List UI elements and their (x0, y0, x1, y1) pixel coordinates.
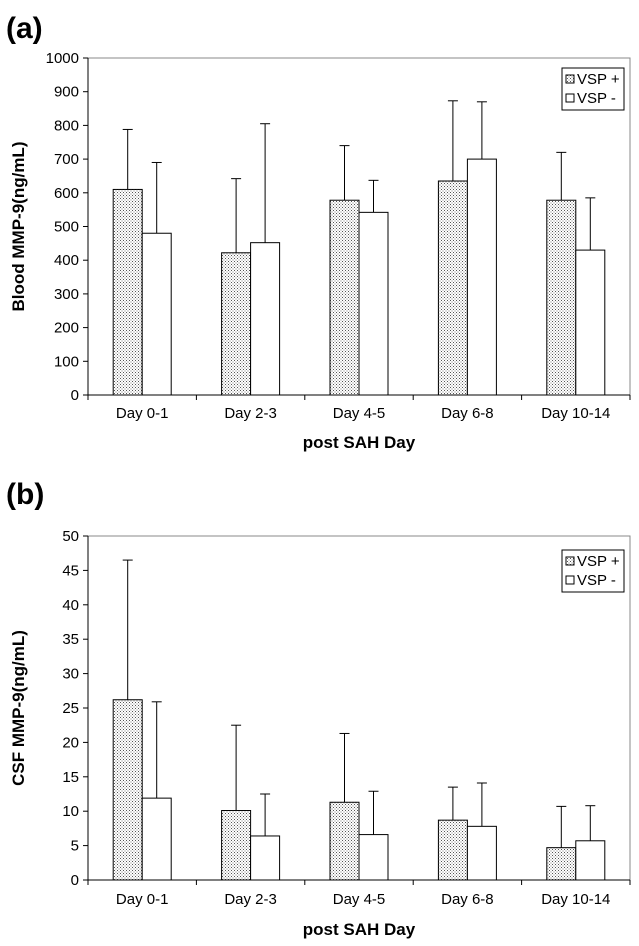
bar-vsp-minus-a (466, 158, 497, 396)
y-tick-label-b: 0 (71, 872, 79, 889)
bar-vsp-plus-b (221, 810, 252, 881)
bar-vsp-minus-b (358, 834, 389, 881)
legend-b: VSP + VSP - (561, 549, 625, 593)
bar-vsp-plus-a (112, 188, 143, 396)
bar-vsp-plus-a (437, 180, 468, 396)
x-tick-label-a: Day 6-8 (441, 405, 494, 422)
legend-label-vsp-minus-a: VSP - (577, 90, 616, 107)
bar-vsp-minus-b (575, 840, 606, 881)
x-tick-label-a: Day 4-5 (333, 405, 386, 422)
x-tick-label-a: Day 10-14 (541, 405, 610, 422)
legend-label-vsp-minus-b: VSP - (577, 572, 616, 589)
legend-label-vsp-plus-a: VSP + (577, 71, 620, 88)
y-tick-label-a: 1000 (46, 50, 79, 67)
x-axis-title-b: post SAH Day (303, 920, 416, 939)
y-tick-label-a: 500 (54, 219, 79, 236)
x-tick-label-a: Day 2-3 (224, 405, 277, 422)
y-tick-label-b: 40 (62, 597, 79, 614)
y-tick-label-a: 0 (71, 387, 79, 404)
y-axis-title-a: Blood MMP-9(ng/mL) (9, 142, 28, 312)
legend-swatch-vsp-minus-b (565, 575, 575, 585)
x-tick-label-a: Day 0-1 (116, 405, 169, 422)
y-tick-label-a: 700 (54, 151, 79, 168)
legend-swatch-vsp-minus-a (565, 93, 575, 103)
x-tick-label-b: Day 6-8 (441, 891, 494, 908)
x-tick-label-b: Day 2-3 (224, 891, 277, 908)
bar-vsp-plus-a (221, 252, 252, 396)
y-tick-label-a: 200 (54, 320, 79, 337)
y-tick-label-a: 800 (54, 117, 79, 134)
x-tick-label-b: Day 0-1 (116, 891, 169, 908)
y-tick-label-a: 400 (54, 252, 79, 269)
y-tick-label-b: 45 (62, 562, 79, 579)
bar-vsp-plus-a (329, 199, 360, 396)
bar-vsp-minus-b (250, 835, 281, 881)
x-tick-label-b: Day 10-14 (541, 891, 610, 908)
bar-vsp-plus-b (112, 699, 143, 881)
panel-label-b: (b) (6, 478, 44, 511)
y-tick-label-b: 30 (62, 666, 79, 683)
y-tick-label-b: 25 (62, 700, 79, 717)
legend-swatch-vsp-plus-a (565, 74, 575, 84)
y-tick-label-b: 10 (62, 803, 79, 820)
y-tick-label-b: 35 (62, 631, 79, 648)
y-tick-label-a: 900 (54, 84, 79, 101)
y-axis-title-b: CSF MMP-9(ng/mL) (9, 630, 28, 786)
legend-swatch-vsp-plus-b (565, 556, 575, 566)
bar-vsp-plus-b (546, 847, 577, 881)
bar-vsp-plus-b (329, 801, 360, 881)
legend-a: VSP + VSP - (561, 67, 625, 111)
y-tick-label-a: 600 (54, 185, 79, 202)
bar-vsp-minus-b (466, 825, 497, 881)
bar-vsp-minus-a (575, 249, 606, 396)
y-tick-label-b: 20 (62, 734, 79, 751)
bar-vsp-plus-a (546, 199, 577, 396)
y-tick-label-a: 300 (54, 286, 79, 303)
x-tick-label-b: Day 4-5 (333, 891, 386, 908)
bar-vsp-minus-b (141, 797, 172, 881)
y-tick-label-b: 15 (62, 769, 79, 786)
bar-vsp-minus-a (250, 242, 281, 396)
legend-label-vsp-plus-b: VSP + (577, 553, 620, 570)
y-tick-label-b: 5 (71, 838, 79, 855)
bar-vsp-minus-a (358, 211, 389, 396)
y-tick-label-a: 100 (54, 353, 79, 370)
bar-vsp-plus-b (437, 819, 468, 881)
chart-a: (a) Blood MMP-9(ng/mL) post SAH Day VSP … (6, 12, 631, 452)
chart-b: (b) CSF MMP-9(ng/mL) post SAH Day VSP + … (6, 478, 631, 939)
x-axis-title-a: post SAH Day (303, 433, 416, 452)
y-tick-label-b: 50 (62, 528, 79, 545)
bar-vsp-minus-a (141, 232, 172, 396)
panel-label-a: (a) (6, 12, 43, 45)
